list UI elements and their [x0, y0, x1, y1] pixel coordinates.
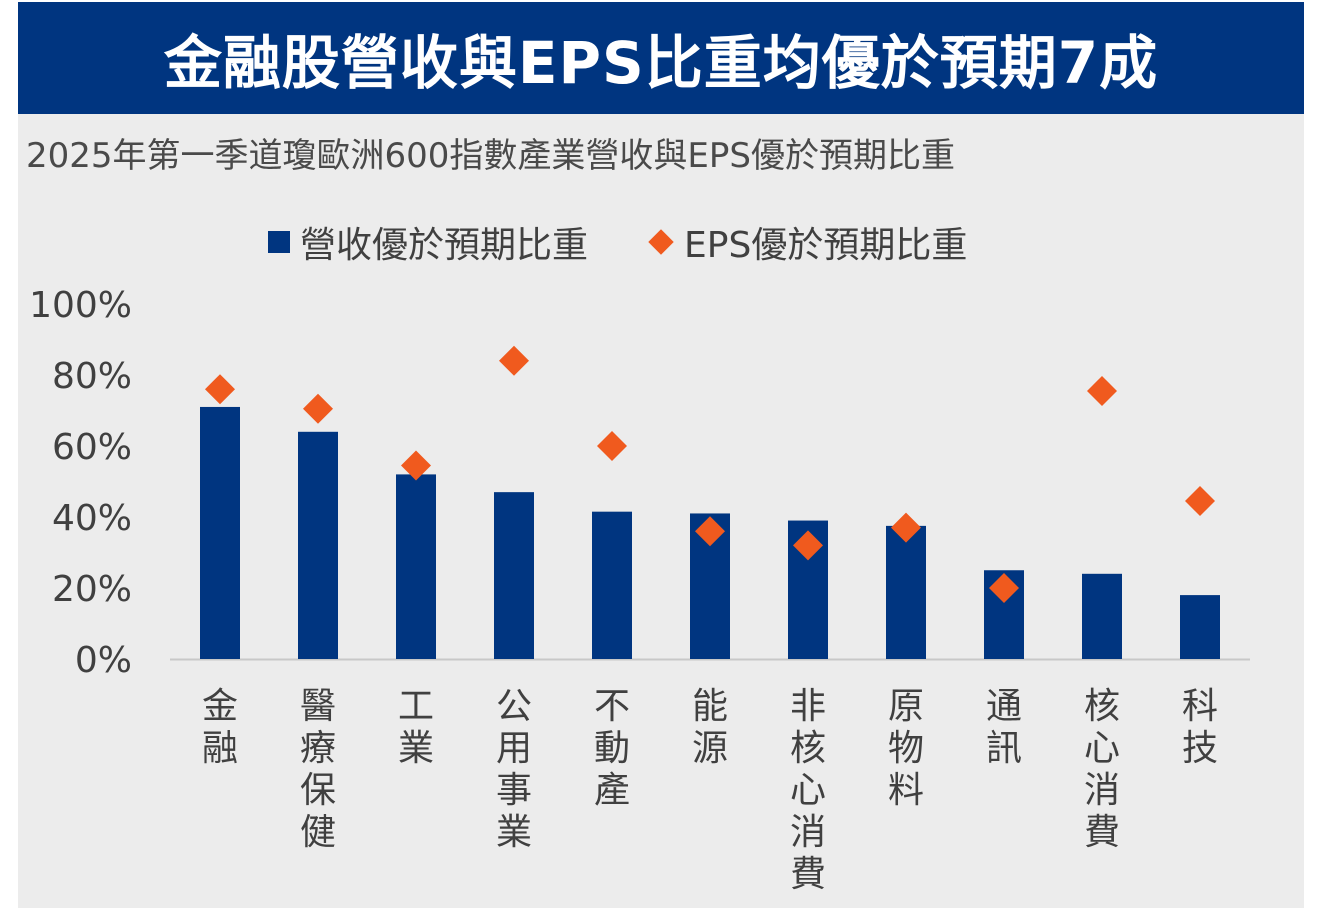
x-category-label: 產	[594, 770, 630, 811]
eps-marker	[401, 450, 431, 481]
y-tick-label: 0%	[75, 640, 132, 681]
y-tick-label: 100%	[29, 285, 132, 326]
revenue-bar	[1180, 595, 1220, 659]
x-category-label: 健	[300, 812, 336, 853]
eps-marker	[597, 431, 627, 461]
x-category-label: 核	[1084, 686, 1120, 727]
x-category-label: 料	[888, 770, 924, 811]
x-category-label: 通	[986, 686, 1022, 727]
x-category-label: 公	[496, 686, 532, 727]
x-category-label: 心	[790, 770, 826, 811]
x-category-label: 物	[888, 728, 924, 769]
eps-marker	[793, 530, 823, 561]
eps-marker	[695, 516, 725, 547]
x-category-label: 訊	[986, 728, 1022, 769]
chart-plot: 0%20%40%60%80%100%金融醫療保健工業公用事業不動產能源非核心消費…	[29, 285, 1250, 895]
x-category-label: 事	[496, 770, 532, 811]
revenue-bar	[886, 525, 926, 659]
y-tick-label: 80%	[52, 356, 132, 397]
x-category-label: 融	[202, 728, 238, 769]
eps-marker	[205, 374, 235, 405]
chart-title: 金融股營收與EPS比重均優於預期7成	[163, 29, 1159, 97]
revenue-bar	[592, 511, 632, 659]
legend-label-revenue: 營收優於預期比重	[300, 225, 589, 266]
legend-item-revenue: 營收優於預期比重	[268, 216, 588, 268]
y-tick-label: 40%	[52, 498, 132, 539]
x-category-label: 費	[790, 854, 826, 895]
x-category-label: 業	[398, 728, 434, 769]
chart-panel: 2025年第一季道瓊歐洲600指數產業營收與EPS優於預期比重 營收優於預期比重…	[18, 114, 1304, 908]
x-category-label: 心	[1084, 728, 1120, 769]
x-category-label: 核	[790, 728, 826, 769]
x-category-label: 金	[202, 686, 238, 727]
revenue-bar	[396, 474, 436, 659]
eps-marker	[1087, 375, 1117, 406]
revenue-bar	[298, 431, 338, 659]
x-category-label: 不	[594, 686, 630, 727]
eps-marker	[891, 512, 921, 543]
chart-legend: 營收優於預期比重 EPS優於預期比重	[268, 220, 967, 266]
chart-subtitle: 2025年第一季道瓊歐洲600指數產業營收與EPS優於預期比重	[26, 136, 955, 176]
legend-label-eps: EPS優於預期比重	[684, 225, 968, 266]
eps-marker	[303, 393, 333, 424]
x-category-label: 保	[300, 770, 336, 811]
y-tick-label: 60%	[52, 427, 132, 468]
x-category-label: 能	[692, 686, 728, 727]
x-category-label: 動	[594, 728, 630, 769]
x-category-label: 醫	[300, 686, 336, 727]
revenue-bar	[494, 492, 534, 659]
x-category-label: 業	[496, 812, 532, 853]
x-category-label: 消	[1084, 770, 1120, 811]
eps-marker	[989, 573, 1019, 603]
revenue-bar	[200, 406, 240, 659]
eps-marker	[499, 345, 529, 376]
legend-bar-swatch	[268, 231, 290, 253]
x-category-label: 工	[398, 686, 434, 727]
title-banner: 金融股營收與EPS比重均優於預期7成	[18, 2, 1304, 114]
x-category-label: 療	[300, 728, 336, 769]
legend-item-eps: EPS優於預期比重	[648, 216, 967, 268]
x-category-label: 費	[1084, 812, 1120, 853]
x-category-label: 非	[790, 686, 826, 727]
x-category-label: 原	[888, 686, 924, 727]
eps-marker	[1185, 486, 1215, 517]
revenue-bar	[1082, 573, 1122, 659]
x-category-label: 消	[790, 812, 826, 853]
x-category-label: 技	[1182, 728, 1218, 769]
y-tick-label: 20%	[52, 569, 132, 610]
x-category-label: 科	[1182, 686, 1218, 727]
x-category-label: 源	[692, 728, 728, 769]
x-category-label: 用	[496, 728, 532, 769]
